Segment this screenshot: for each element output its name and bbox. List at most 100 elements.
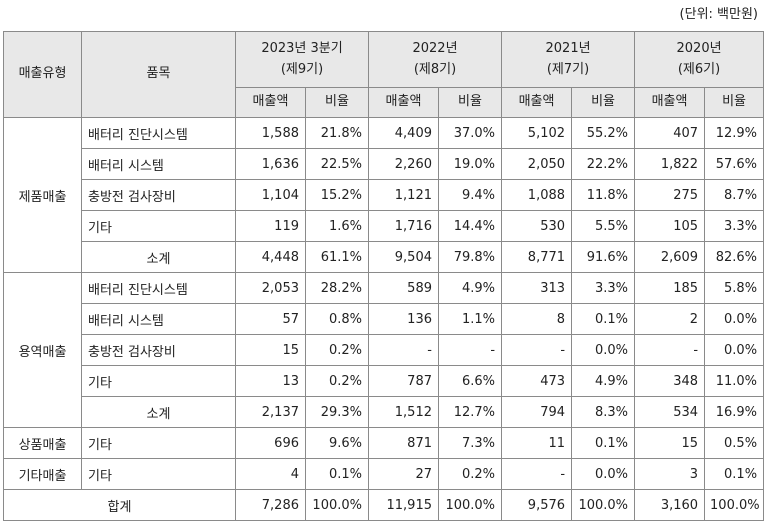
ratio-value-cell: 79.8% xyxy=(437,241,503,273)
header-sales: 매출액 xyxy=(368,87,439,118)
table-row: 용역매출 배터리 진단시스템 2,053 28.2% 589 4.9% 313 3.3% 185… xyxy=(3,272,765,428)
table-row: 충방전 검사장비 1,104 15.2% 1,121 9.4% 1,088 11.8% 275… xyxy=(4,179,765,211)
sales-value-cell: 185 xyxy=(634,272,706,304)
header-year-2023q3: 2023년 3분기 (제9기) xyxy=(235,31,369,88)
ratio-value-cell: 55.2% xyxy=(571,117,636,149)
sales-type-cell: 제품매출 xyxy=(3,117,82,273)
sales-value-cell: 530 xyxy=(501,210,573,242)
sales-value-cell: 9,576 xyxy=(501,489,573,521)
header-row-metrics: 매출액 비율 매출액 비율 매출액 비율 매출액 비율 xyxy=(4,87,765,118)
sales-value-cell: 1,088 xyxy=(501,179,573,211)
item-cell: 배터리 시스템 xyxy=(81,148,236,180)
ratio-value-cell: 8.7% xyxy=(704,179,765,211)
ratio-value-cell: 82.6% xyxy=(704,241,765,273)
sales-value-cell: 7,286 xyxy=(235,489,306,521)
ratio-value-cell: 21.8% xyxy=(305,117,369,149)
year-label: 2021년 xyxy=(545,41,591,57)
sales-value-cell: 1,104 xyxy=(235,179,306,211)
ratio-value-cell: 100.0% xyxy=(704,489,765,521)
item-cell: 기타 xyxy=(81,427,236,459)
period-label: (제8기) xyxy=(413,61,457,77)
subtotal-label: 소계 xyxy=(81,396,236,428)
sales-value-cell: 8 xyxy=(501,303,573,335)
sales-value-cell: 4,409 xyxy=(368,117,439,149)
sales-value-cell: 1,636 xyxy=(235,148,306,180)
ratio-value-cell: 57.6% xyxy=(704,148,765,180)
ratio-value-cell: 9.6% xyxy=(305,427,369,459)
ratio-value-cell: 0.1% xyxy=(571,427,636,459)
ratio-value-cell: 28.2% xyxy=(305,272,369,304)
sales-type-cell: 상품매출 xyxy=(3,427,82,459)
ratio-value-cell: 0.2% xyxy=(305,365,369,397)
ratio-value-cell: 19.0% xyxy=(437,148,503,180)
sales-value-cell: 407 xyxy=(634,117,706,149)
ratio-value-cell: 1.1% xyxy=(437,303,503,335)
unit-label: (단위: 백만원) xyxy=(679,7,758,22)
item-cell: 배터리 시스템 xyxy=(81,303,236,335)
header-ratio: 비율 xyxy=(305,87,369,118)
sales-value-cell: 11 xyxy=(501,427,573,459)
ratio-value-cell: 0.1% xyxy=(571,303,636,335)
header-sales: 매출액 xyxy=(634,87,706,118)
ratio-value-cell: 5.8% xyxy=(704,272,765,304)
sales-value-cell: - xyxy=(368,334,439,366)
ratio-value-cell: - xyxy=(437,334,503,366)
table-row: 배터리 시스템 1,636 22.5% 2,260 19.0% 2,050 22.2% 1,8… xyxy=(4,148,765,180)
sales-value-cell: - xyxy=(501,334,573,366)
ratio-value-cell: 3.3% xyxy=(571,272,636,304)
sales-table: 매출유형 품목 2023년 3분기 (제9기) 2022년 (제8기) 2021… xyxy=(3,31,765,521)
total-row: 합계 7,286 100.0% 11,915 100.0% 9,576 100.0% 3,16… xyxy=(3,489,765,521)
header-ratio: 비율 xyxy=(704,87,765,118)
total-label: 합계 xyxy=(3,489,236,521)
sales-value-cell: 2,053 xyxy=(235,272,306,304)
table-row: 상품매출 기타 696 9.6% 871 7.3% 11 0.1% 15 0.5% xyxy=(3,427,765,459)
table-row: 충방전 검사장비 15 0.2% - - -0.0% -0.0% xyxy=(4,334,765,366)
header-sales: 매출액 xyxy=(501,87,573,118)
sales-value-cell: 1,716 xyxy=(368,210,439,242)
ratio-value-cell: 14.4% xyxy=(437,210,503,242)
sales-type-cell: 기타매출 xyxy=(3,458,82,490)
subtotal-row: 소계 4,448 61.1% 9,504 79.8% 8,771 91.6% 2,609 82.… xyxy=(4,241,765,273)
subtotal-row: 소계 2,137 29.3% 1,512 12.7% 794 8.3% 534 16.9% xyxy=(4,396,765,428)
ratio-value-cell: 11.8% xyxy=(571,179,636,211)
item-cell: 충방전 검사장비 xyxy=(81,179,236,211)
ratio-value-cell: 0.8% xyxy=(305,303,369,335)
sales-value-cell: 871 xyxy=(368,427,439,459)
sales-value-cell: 5,102 xyxy=(501,117,573,149)
header-year-2020: 2020년 (제6기) xyxy=(634,31,765,88)
ratio-value-cell: 1.6% xyxy=(305,210,369,242)
sales-value-cell: 2,260 xyxy=(368,148,439,180)
ratio-value-cell: 22.5% xyxy=(305,148,369,180)
sales-value-cell: 1,822 xyxy=(634,148,706,180)
ratio-value-cell: 0.0% xyxy=(704,334,765,366)
sales-value-cell: 15 xyxy=(634,427,706,459)
ratio-value-cell: 100.0% xyxy=(305,489,369,521)
ratio-value-cell: 0.1% xyxy=(704,458,765,490)
ratio-value-cell: 4.9% xyxy=(571,365,636,397)
sales-value-cell: - xyxy=(501,458,573,490)
ratio-value-cell: 0.0% xyxy=(571,458,636,490)
table-row: 제품매출 배터리 진단시스템 1,588 21.8% 4,409 37.0% 5,102 55… xyxy=(3,117,765,273)
sales-value-cell: 1,588 xyxy=(235,117,306,149)
ratio-value-cell: 15.2% xyxy=(305,179,369,211)
table-row: 배터리 시스템 57 0.8% 136 1.1% 8 0.1% 2 0.0% xyxy=(4,303,765,335)
ratio-value-cell: 5.5% xyxy=(571,210,636,242)
sales-value-cell: 2,050 xyxy=(501,148,573,180)
sales-value-cell: 2 xyxy=(634,303,706,335)
header-item: 품목 xyxy=(81,31,236,118)
sales-value-cell: 313 xyxy=(501,272,573,304)
sales-value-cell: 9,504 xyxy=(368,241,439,273)
sales-value-cell: 57 xyxy=(235,303,306,335)
ratio-value-cell: 11.0% xyxy=(704,365,765,397)
item-cell: 기타 xyxy=(81,458,236,490)
sales-value-cell: 2,609 xyxy=(634,241,706,273)
ratio-value-cell: 0.2% xyxy=(437,458,503,490)
sales-value-cell: 8,771 xyxy=(501,241,573,273)
sales-value-cell: 13 xyxy=(235,365,306,397)
item-cell: 배터리 진단시스템 xyxy=(81,117,236,149)
period-label: (제9기) xyxy=(280,61,324,77)
ratio-value-cell: 0.1% xyxy=(305,458,369,490)
table-row: 기타 119 1.6% 1,716 14.4% 530 5.5% 105 3.3% xyxy=(4,210,765,242)
period-label: (제6기) xyxy=(677,61,721,77)
sales-value-cell: 348 xyxy=(634,365,706,397)
